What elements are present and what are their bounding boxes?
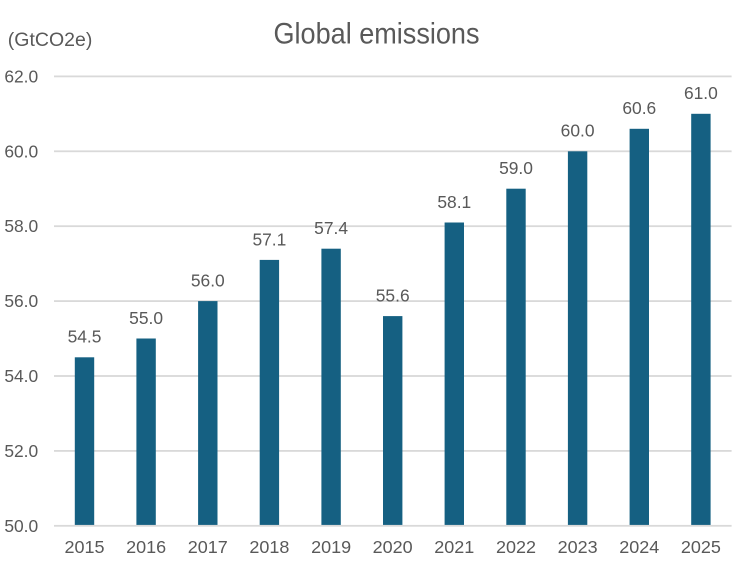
svg-text:(GtCO2e): (GtCO2e) <box>8 29 93 51</box>
svg-text:2022: 2022 <box>496 537 536 557</box>
svg-text:60.6: 60.6 <box>622 98 656 118</box>
svg-text:56.0: 56.0 <box>4 291 38 311</box>
svg-text:61.0: 61.0 <box>684 83 718 103</box>
svg-text:55.6: 55.6 <box>376 286 410 306</box>
svg-text:2021: 2021 <box>434 537 474 557</box>
svg-text:2016: 2016 <box>126 537 166 557</box>
svg-text:58.1: 58.1 <box>437 192 471 212</box>
svg-text:54.0: 54.0 <box>4 366 38 386</box>
svg-text:60.0: 60.0 <box>4 141 38 161</box>
svg-text:2017: 2017 <box>188 537 228 557</box>
svg-text:52.0: 52.0 <box>4 441 38 461</box>
svg-text:2025: 2025 <box>681 537 721 557</box>
svg-text:60.0: 60.0 <box>561 121 595 141</box>
svg-text:2015: 2015 <box>65 537 105 557</box>
svg-text:2023: 2023 <box>558 537 598 557</box>
svg-text:54.5: 54.5 <box>68 327 102 347</box>
svg-text:2020: 2020 <box>373 537 413 557</box>
svg-text:50.0: 50.0 <box>4 516 38 536</box>
svg-text:58.0: 58.0 <box>4 216 38 236</box>
svg-text:62.0: 62.0 <box>4 66 38 86</box>
svg-text:57.1: 57.1 <box>252 229 286 249</box>
svg-text:2018: 2018 <box>249 537 289 557</box>
svg-text:56.0: 56.0 <box>191 271 225 291</box>
svg-text:2024: 2024 <box>619 537 659 557</box>
svg-text:Global emissions: Global emissions <box>274 18 480 51</box>
svg-text:2019: 2019 <box>311 537 351 557</box>
svg-text:59.0: 59.0 <box>499 158 533 178</box>
svg-text:57.4: 57.4 <box>314 218 348 238</box>
svg-text:55.0: 55.0 <box>129 308 163 328</box>
